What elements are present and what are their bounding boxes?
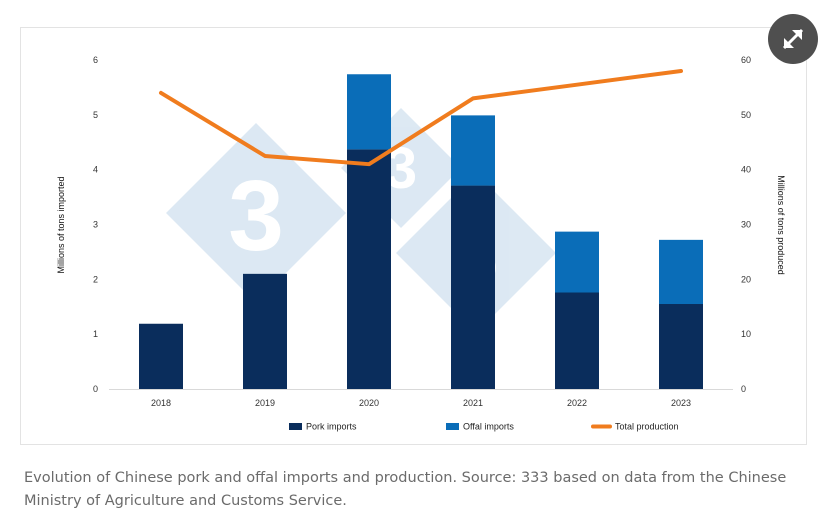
legend-swatch xyxy=(446,423,459,430)
expand-button[interactable] xyxy=(768,14,818,64)
y2-tick-label: 50 xyxy=(741,110,751,120)
bar-offal-imports xyxy=(451,115,495,186)
y2-tick-label: 20 xyxy=(741,274,751,284)
expand-arrows-icon xyxy=(782,28,804,50)
point-total-production xyxy=(471,96,475,100)
bar-offal-imports xyxy=(347,74,391,150)
y-tick-label: 2 xyxy=(93,274,98,284)
y-tick-label: 4 xyxy=(93,165,98,175)
point-total-production xyxy=(263,154,267,158)
x-tick-label: 2022 xyxy=(567,398,587,408)
figure-caption: Evolution of Chinese pork and offal impo… xyxy=(24,470,787,509)
point-total-production xyxy=(679,69,683,73)
line-total-production xyxy=(159,68,683,167)
legend-label: Pork imports xyxy=(306,422,357,432)
bar-offal-imports xyxy=(659,239,703,305)
y-tick-label: 6 xyxy=(93,55,98,65)
bar-offal-imports xyxy=(555,231,599,293)
y2-tick-label: 40 xyxy=(741,165,751,175)
bar-pork-imports xyxy=(451,185,495,389)
x-tick-label: 2023 xyxy=(671,398,691,408)
y-tick-label: 1 xyxy=(93,329,98,339)
x-tick-label: 2021 xyxy=(463,398,483,408)
y2-tick-label: 30 xyxy=(741,220,751,230)
bar-pork-imports xyxy=(659,304,703,389)
y2-axis-label: Millions of tons produced xyxy=(776,175,786,275)
legend-swatch xyxy=(289,423,302,430)
x-tick-label: 2019 xyxy=(255,398,275,408)
bar-pork-imports xyxy=(243,273,287,389)
watermark-digit: 3 xyxy=(228,160,284,272)
x-tick-label: 2018 xyxy=(151,398,171,408)
point-total-production xyxy=(159,91,163,95)
point-total-production xyxy=(575,83,579,87)
chart-figure: 3 3 3 0123456010203040506020182019202020… xyxy=(20,27,807,445)
y-axis-label: Millions of tons imported xyxy=(56,176,66,273)
legend-label: Total production xyxy=(615,422,679,432)
x-tick-label: 2020 xyxy=(359,398,379,408)
y2-tick-label: 10 xyxy=(741,329,751,339)
bar-pork-imports xyxy=(555,292,599,389)
y-tick-label: 5 xyxy=(93,110,98,120)
y-tick-label: 3 xyxy=(93,220,98,230)
y2-tick-label: 0 xyxy=(741,384,746,394)
chart: 3 3 3 0123456010203040506020182019202020… xyxy=(56,55,786,432)
bar-pork-imports xyxy=(139,323,183,389)
point-total-production xyxy=(367,162,371,166)
y-tick-label: 0 xyxy=(93,384,98,394)
y2-tick-label: 60 xyxy=(741,55,751,65)
bar-pork-imports xyxy=(347,149,391,389)
legend-label: Offal imports xyxy=(463,422,514,432)
